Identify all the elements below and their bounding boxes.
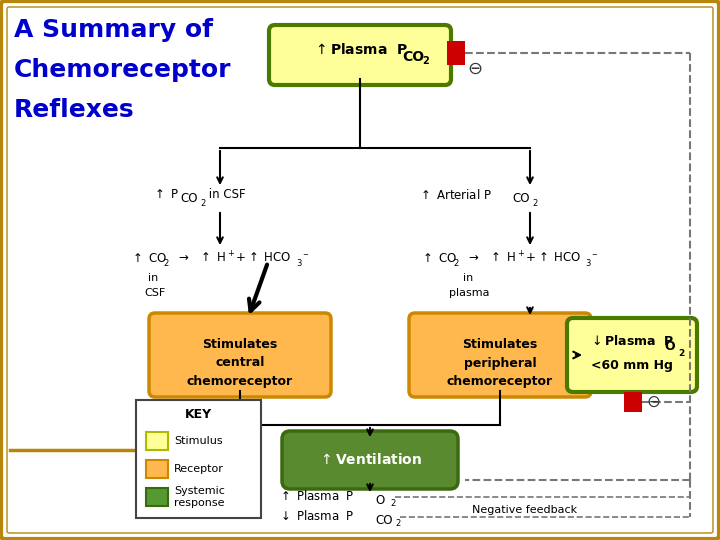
FancyBboxPatch shape [567,318,697,392]
Text: chemoreceptor: chemoreceptor [187,375,293,388]
Text: Stimulates: Stimulates [462,339,538,352]
Text: plasma: plasma [449,288,490,298]
Text: Negative feedback: Negative feedback [472,505,577,515]
Text: $\uparrow$Ventilation: $\uparrow$Ventilation [318,453,422,468]
Text: CO: CO [375,514,392,526]
Text: in: in [463,273,473,283]
Text: 3: 3 [585,259,590,267]
FancyBboxPatch shape [149,313,331,397]
Text: $\rightarrow$  $\uparrow$ H$^+$+$\uparrow$ HCO: $\rightarrow$ $\uparrow$ H$^+$+$\uparrow… [459,251,582,266]
Text: Chemoreceptor: Chemoreceptor [14,58,232,82]
Text: $\rightarrow$  $\uparrow$ H$^+$+$\uparrow$ HCO: $\rightarrow$ $\uparrow$ H$^+$+$\uparrow… [169,251,292,266]
Text: central: central [215,356,265,369]
Text: CO: CO [512,192,529,206]
Bar [146,432,168,450]
Text: $\downarrow$Plasma  P: $\downarrow$Plasma P [589,334,675,348]
Text: Stimulates: Stimulates [202,339,278,352]
Text: $\downarrow$ Plasma  P: $\downarrow$ Plasma P [278,509,354,523]
Text: $\uparrow$ CO: $\uparrow$ CO [420,252,457,265]
Bar [136,400,261,518]
Text: $\uparrow$Plasma  P: $\uparrow$Plasma P [312,42,408,57]
Text: 2: 2 [390,500,395,509]
Text: Receptor: Receptor [174,464,224,474]
Text: peripheral: peripheral [464,356,536,369]
Text: 3: 3 [296,259,302,267]
Text: 2: 2 [532,199,537,207]
Text: chemoreceptor: chemoreceptor [447,375,553,388]
Text: Reflexes: Reflexes [14,98,135,122]
Bar [624,392,642,412]
Text: 2: 2 [200,199,205,207]
Text: KEY: KEY [184,408,212,421]
Text: $^{-}$: $^{-}$ [302,252,309,262]
Text: 2: 2 [453,259,458,267]
Text: 2: 2 [163,259,168,267]
Text: O: O [375,494,384,507]
Bar [146,488,168,506]
Bar [447,41,465,65]
Text: 2: 2 [678,348,684,357]
Text: in CSF: in CSF [205,188,246,201]
Text: Stimulus: Stimulus [174,436,222,446]
FancyBboxPatch shape [409,313,591,397]
FancyBboxPatch shape [269,25,451,85]
Text: 2: 2 [422,56,428,66]
Text: A Summary of: A Summary of [14,18,213,42]
Text: $\uparrow$ Arterial P: $\uparrow$ Arterial P [418,188,492,202]
Bar [146,460,168,478]
Text: Systemic
response: Systemic response [174,486,225,508]
Text: O: O [664,341,675,354]
Text: <60 mm Hg: <60 mm Hg [591,359,673,372]
Text: $\uparrow$ CO: $\uparrow$ CO [130,252,167,265]
Text: $\uparrow$ P: $\uparrow$ P [152,188,179,201]
Text: $\ominus$: $\ominus$ [467,60,482,78]
FancyBboxPatch shape [282,431,458,489]
Text: CSF: CSF [144,288,166,298]
Text: $^{-}$: $^{-}$ [591,252,598,262]
Text: CO: CO [180,192,197,206]
Text: in: in [148,273,158,283]
Text: 2: 2 [395,519,400,529]
Text: CO: CO [402,50,424,64]
Text: $\ominus$: $\ominus$ [646,393,660,411]
Text: $\uparrow$ Plasma  P: $\uparrow$ Plasma P [278,489,354,503]
